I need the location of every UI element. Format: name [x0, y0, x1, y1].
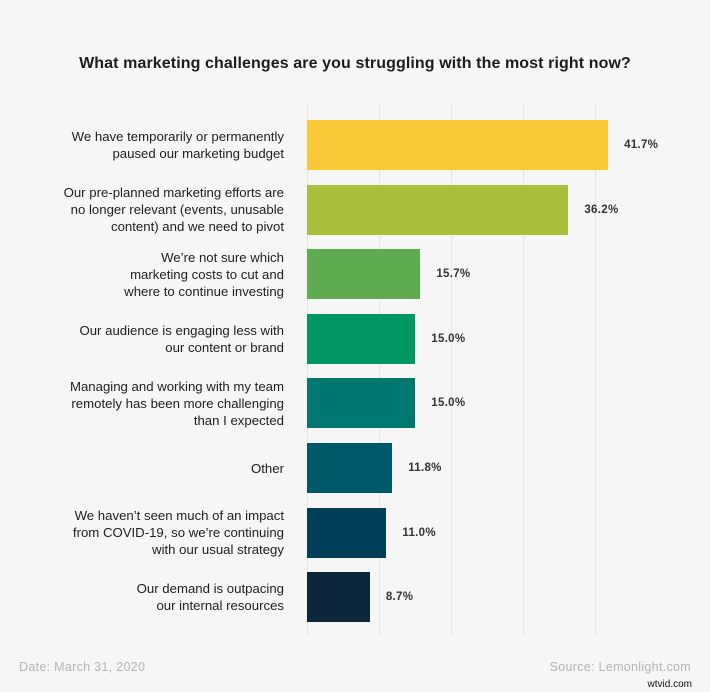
value-label: 11.8% [408, 462, 442, 474]
bar [307, 507, 387, 558]
bar [307, 572, 370, 623]
bar [307, 120, 609, 170]
gridline-10 [379, 105, 380, 635]
gridline-30 [523, 105, 524, 635]
value-label: 41.7% [624, 139, 659, 151]
value-label: 15.0% [431, 332, 466, 345]
value-label: 36.2% [584, 203, 619, 216]
category-label: We’re not sure which marketing costs to … [124, 249, 284, 299]
category-label: We haven’t seen much of an impact from C… [72, 508, 284, 558]
bar-row: We’re not sure which marketing costs to … [0, 249, 710, 300]
bar-row: We haven’t seen much of an impact from C… [0, 507, 710, 558]
bar [307, 378, 416, 429]
category-label: Our pre-planned marketing efforts are no… [63, 185, 284, 235]
bar-row: We have temporarily or permanently pause… [0, 120, 710, 170]
gridline-0 [307, 105, 308, 635]
bar [307, 313, 416, 364]
bar-row: Other 11.8% [0, 443, 710, 493]
bar-row: Our pre-planned marketing efforts are no… [0, 184, 710, 235]
bar-row: Our demand is outpacing our internal res… [0, 572, 710, 623]
category-label: Other [251, 460, 284, 476]
value-label: 8.7% [385, 591, 414, 604]
bar [307, 443, 393, 493]
bar-row: Managing and working with my team remote… [0, 378, 710, 429]
category-label: Our audience is engaging less with our c… [79, 322, 284, 355]
value-label: 11.0% [402, 526, 436, 539]
category-label: Managing and working with my team remote… [69, 378, 284, 428]
bar [307, 184, 569, 235]
source-label: Source: Lemonlight.com [549, 660, 691, 674]
chart-title: What marketing challenges are you strugg… [79, 55, 631, 72]
category-label: Our demand is outpacing our internal res… [136, 581, 284, 614]
value-label: 15.7% [436, 268, 471, 281]
category-label: We have temporarily or permanently pause… [71, 129, 284, 161]
gridline-40 [595, 105, 596, 635]
gridline-20 [451, 105, 452, 635]
value-label: 15.0% [431, 397, 466, 410]
bar [307, 249, 421, 300]
plot-area [307, 105, 687, 635]
bar-row: Our audience is engaging less with our c… [0, 313, 710, 364]
date-label: Date: March 31, 2020 [19, 660, 146, 674]
watermark: wtvid.com [647, 679, 692, 690]
